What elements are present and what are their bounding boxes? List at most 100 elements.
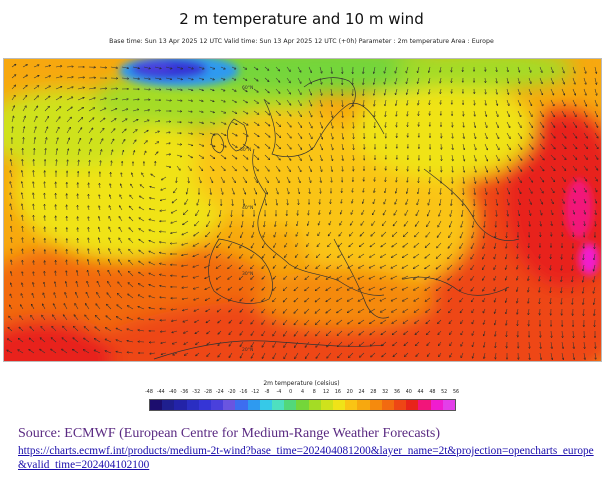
wind-arrow — [220, 165, 225, 171]
wind-arrow — [231, 154, 237, 159]
wind-arrow — [44, 127, 48, 134]
wind-arrow — [429, 99, 430, 105]
wind-arrow — [275, 110, 280, 115]
wind-arrow — [11, 95, 15, 101]
wind-arrow — [363, 198, 365, 203]
wind-arrow — [66, 149, 68, 156]
wind-arrow — [88, 238, 89, 244]
wind-arrow — [517, 198, 520, 205]
wind-arrow — [187, 77, 193, 80]
wind-arrow — [143, 141, 147, 145]
wind-arrow — [77, 88, 84, 90]
wind-arrow — [561, 88, 565, 95]
wind-arrow — [149, 241, 156, 244]
wind-arrow — [121, 66, 128, 68]
wind-arrow — [99, 184, 100, 189]
wind-arrow — [287, 198, 288, 205]
wind-arrow — [67, 260, 68, 266]
wind-arrow — [506, 121, 510, 128]
wind-arrow — [539, 121, 544, 127]
wind-arrow — [528, 187, 532, 193]
wind-arrow — [252, 231, 255, 237]
wind-arrow — [319, 121, 322, 128]
wind-arrow — [474, 187, 475, 194]
wind-arrow — [88, 260, 90, 266]
wind-arrow — [495, 143, 499, 150]
wind-arrow — [484, 220, 485, 227]
wind-arrow — [436, 253, 442, 258]
wind-arrow — [437, 231, 442, 237]
wind-arrow — [485, 88, 486, 94]
wind-arrow — [220, 209, 222, 216]
wind-arrow — [495, 231, 496, 238]
wind-arrow — [160, 242, 167, 243]
wind-arrow — [594, 154, 598, 159]
wind-arrow — [121, 173, 122, 178]
wind-arrow — [517, 143, 522, 149]
wind-arrow — [22, 127, 24, 134]
wind-arrow — [77, 138, 81, 145]
wind-arrow — [129, 239, 134, 244]
wind-arrow — [251, 253, 255, 258]
wind-arrow — [506, 132, 510, 139]
wind-arrow — [187, 154, 192, 158]
wind-arrow — [584, 220, 585, 226]
wind-arrow — [529, 220, 530, 226]
wind-arrow — [561, 187, 565, 192]
colorbar-segment — [394, 400, 407, 410]
wind-arrow — [10, 204, 13, 211]
wind-arrow — [308, 143, 312, 150]
wind-arrow — [33, 127, 36, 134]
wind-arrow — [220, 88, 225, 91]
wind-arrow — [154, 66, 161, 69]
wind-arrow — [484, 165, 487, 172]
wind-arrow — [176, 89, 182, 90]
wind-arrow — [209, 99, 214, 102]
wind-arrow — [109, 238, 112, 244]
wind-arrow — [374, 66, 376, 73]
wind-arrow — [495, 99, 497, 105]
wind-arrow — [231, 88, 236, 91]
wind-arrow — [154, 89, 161, 90]
wind-arrow — [34, 261, 35, 266]
wind-arrow — [149, 219, 156, 222]
wind-arrow — [11, 260, 12, 266]
wind-arrow — [154, 111, 160, 112]
wind-arrow — [274, 242, 277, 247]
wind-arrow — [22, 85, 27, 90]
wind-arrow — [383, 209, 387, 215]
wind-arrow — [275, 132, 281, 138]
wind-arrow — [572, 88, 575, 95]
wind-arrow — [416, 209, 420, 216]
wind-arrow — [11, 85, 16, 90]
wind-arrow — [231, 143, 237, 147]
wind-arrow — [550, 209, 553, 215]
wind-arrow — [353, 143, 354, 150]
wind-arrow — [66, 97, 73, 101]
wind-arrow — [308, 66, 311, 73]
colorbar-segment — [345, 400, 358, 410]
wind-arrow — [517, 99, 520, 106]
wind-arrow — [253, 99, 258, 103]
wind-arrow — [463, 176, 464, 183]
wind-arrow — [425, 264, 431, 269]
wind-arrow — [143, 110, 149, 111]
wind-arrow — [319, 110, 322, 117]
wind-arrow — [99, 238, 101, 244]
wind-arrow — [327, 264, 332, 268]
wind-arrow — [154, 77, 161, 79]
wind-arrow — [295, 264, 299, 268]
wind-arrow — [297, 132, 302, 138]
wind-arrow — [353, 121, 354, 128]
wind-arrow — [351, 209, 354, 214]
colorbar-segment — [284, 400, 297, 410]
source-link[interactable]: https://charts.ecmwf.int/products/medium… — [18, 445, 594, 471]
wind-arrow — [231, 176, 235, 183]
wind-arrow — [119, 227, 123, 233]
wind-arrow — [194, 231, 200, 236]
wind-arrow — [242, 99, 247, 103]
wind-arrow — [418, 176, 419, 183]
wind-arrow — [371, 231, 376, 236]
wind-arrow — [264, 165, 269, 171]
wind-arrow — [496, 88, 497, 94]
